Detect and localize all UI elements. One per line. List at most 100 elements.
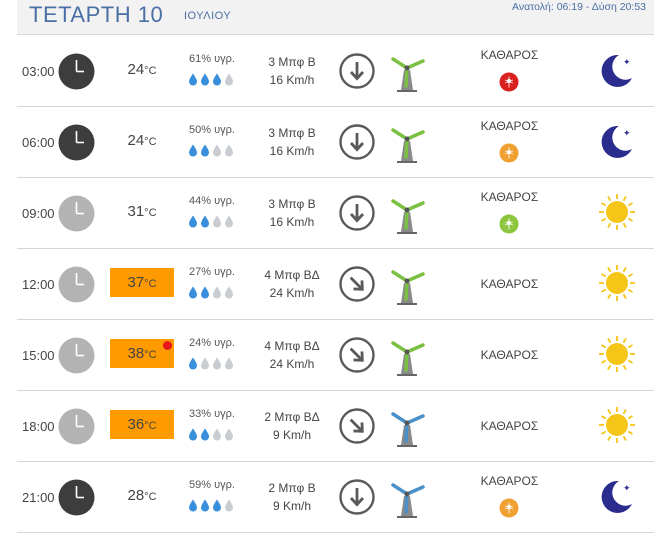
temperature: 28°C xyxy=(110,481,174,510)
water-drop-icon xyxy=(224,428,234,446)
wind-turbine-icon xyxy=(387,405,427,449)
wind-turbine-icon xyxy=(387,192,427,236)
temperature: 24°C xyxy=(110,126,174,155)
moon-icon: ✦ xyxy=(597,121,637,161)
sunrise-sunset: Ανατολή: 06:19 - Δύση 20:53 xyxy=(512,1,646,13)
wind-info: 3 Μπφ Β 16 Km/h xyxy=(247,53,337,89)
water-drop-icon xyxy=(200,286,210,304)
water-drop-icon xyxy=(188,357,198,375)
sun-icon xyxy=(597,263,637,303)
day-title: ΤΕΤΑΡΤΗ 10 xyxy=(29,2,164,27)
time-label: 15:00 xyxy=(22,348,55,363)
wind-beaufort: 3 Μπφ Β xyxy=(268,126,316,140)
temperature-value: 37 xyxy=(127,274,145,291)
sky-condition: ΚΑΘΑΡΟΣ xyxy=(480,419,539,433)
temperature-unit: °C xyxy=(144,65,157,77)
humidity-drops xyxy=(188,357,234,375)
humidity-drops xyxy=(188,428,234,446)
forecast-row: 03:00 24°C 61% υγρ. 3 Μπφ Β 16 Km/h ΚΑΘΑ… xyxy=(17,36,654,107)
temperature-unit: °C xyxy=(144,136,157,148)
water-drop-icon xyxy=(188,73,198,91)
wind-info: 3 Μπφ Β 16 Km/h xyxy=(247,124,337,160)
month-label: ΙΟΥΛΙΟΥ xyxy=(184,10,232,22)
day-header: ΤΕΤΑΡΤΗ 10 ΙΟΥΛΙΟΥ Ανατολή: 06:19 - Δύση… xyxy=(17,0,654,35)
temperature-value: 38 xyxy=(127,345,145,362)
sun-icon xyxy=(597,192,637,232)
time-label: 06:00 xyxy=(22,135,55,150)
temperature: 24°C xyxy=(110,55,174,84)
clock-icon xyxy=(58,124,95,161)
forecast-row: 18:00 36°C 33% υγρ. 2 Μπφ ΒΔ 9 Km/h ΚΑΘΑ… xyxy=(17,391,654,462)
wind-kmh: 16 Km/h xyxy=(269,215,315,229)
water-drop-icon xyxy=(212,215,222,233)
sky-condition: ΚΑΘΑΡΟΣ xyxy=(480,348,539,362)
sun-icon xyxy=(597,405,637,445)
temperature-unit: °C xyxy=(144,420,157,432)
wind-info: 4 Μπφ ΒΔ 24 Km/h xyxy=(247,337,337,373)
moon-icon: ✦ xyxy=(597,476,637,516)
temperature: 31°C xyxy=(110,197,174,226)
humidity-label: 44% υγρ. xyxy=(189,195,235,207)
wind-direction-arrow-icon xyxy=(339,408,375,444)
uv-index-icon xyxy=(499,72,519,92)
humidity-label: 61% υγρ. xyxy=(189,53,235,65)
humidity-label: 59% υγρ. xyxy=(189,479,235,491)
clock-icon xyxy=(58,266,95,303)
wind-turbine-icon xyxy=(387,476,427,520)
temperature-unit: °C xyxy=(144,207,157,219)
temperature: 38°C xyxy=(110,339,174,368)
water-drop-icon xyxy=(200,73,210,91)
temperature-value: 36 xyxy=(127,416,145,433)
time-label: 09:00 xyxy=(22,206,55,221)
sky-condition: ΚΑΘΑΡΟΣ xyxy=(480,277,539,291)
water-drop-icon xyxy=(224,144,234,162)
wind-kmh: 16 Km/h xyxy=(269,73,315,87)
clock-icon xyxy=(58,408,95,445)
wind-kmh: 24 Km/h xyxy=(269,357,315,371)
wind-beaufort: 3 Μπφ Β xyxy=(268,197,316,211)
water-drop-icon xyxy=(188,215,198,233)
water-drop-icon xyxy=(200,215,210,233)
temperature-unit: °C xyxy=(144,491,157,503)
wind-turbine-icon xyxy=(387,334,427,378)
water-drop-icon xyxy=(224,73,234,91)
clock-icon xyxy=(58,53,95,90)
water-drop-icon xyxy=(224,286,234,304)
forecast-row: 15:00 38°C 24% υγρ. 4 Μπφ ΒΔ 24 Km/h ΚΑΘ… xyxy=(17,320,654,391)
sky-condition: ΚΑΘΑΡΟΣ xyxy=(480,190,539,204)
wind-kmh: 9 Km/h xyxy=(272,428,311,442)
temperature: 37°C xyxy=(110,268,174,297)
wind-direction-arrow-icon xyxy=(339,53,375,89)
water-drop-icon xyxy=(212,499,222,517)
temperature-value: 24 xyxy=(127,61,145,78)
wind-direction-arrow-icon xyxy=(339,266,375,302)
wind-direction-arrow-icon xyxy=(339,195,375,231)
temperature-unit: °C xyxy=(144,349,157,361)
forecast-row: 12:00 37°C 27% υγρ. 4 Μπφ ΒΔ 24 Km/h ΚΑΘ… xyxy=(17,249,654,320)
wind-kmh: 24 Km/h xyxy=(269,286,315,300)
wind-beaufort: 2 Μπφ Β xyxy=(268,481,316,495)
wind-info: 2 Μπφ ΒΔ 9 Km/h xyxy=(247,408,337,444)
wind-direction-arrow-icon xyxy=(339,124,375,160)
temperature-unit: °C xyxy=(144,278,157,290)
water-drop-icon xyxy=(188,499,198,517)
humidity-label: 33% υγρ. xyxy=(189,408,235,420)
clock-icon xyxy=(58,479,95,516)
water-drop-icon xyxy=(224,215,234,233)
wind-kmh: 16 Km/h xyxy=(269,144,315,158)
svg-text:✦: ✦ xyxy=(623,484,631,494)
sun-icon xyxy=(597,334,637,374)
time-label: 21:00 xyxy=(22,490,55,505)
humidity-drops xyxy=(188,73,234,91)
humidity-drops xyxy=(188,286,234,304)
temperature-value: 28 xyxy=(127,487,145,504)
time-label: 12:00 xyxy=(22,277,55,292)
water-drop-icon xyxy=(188,286,198,304)
water-drop-icon xyxy=(188,144,198,162)
water-drop-icon xyxy=(200,144,210,162)
wind-beaufort: 3 Μπφ Β xyxy=(268,55,316,69)
water-drop-icon xyxy=(212,357,222,375)
water-drop-icon xyxy=(188,428,198,446)
uv-index-icon xyxy=(499,143,519,163)
uv-index-icon xyxy=(499,214,519,234)
